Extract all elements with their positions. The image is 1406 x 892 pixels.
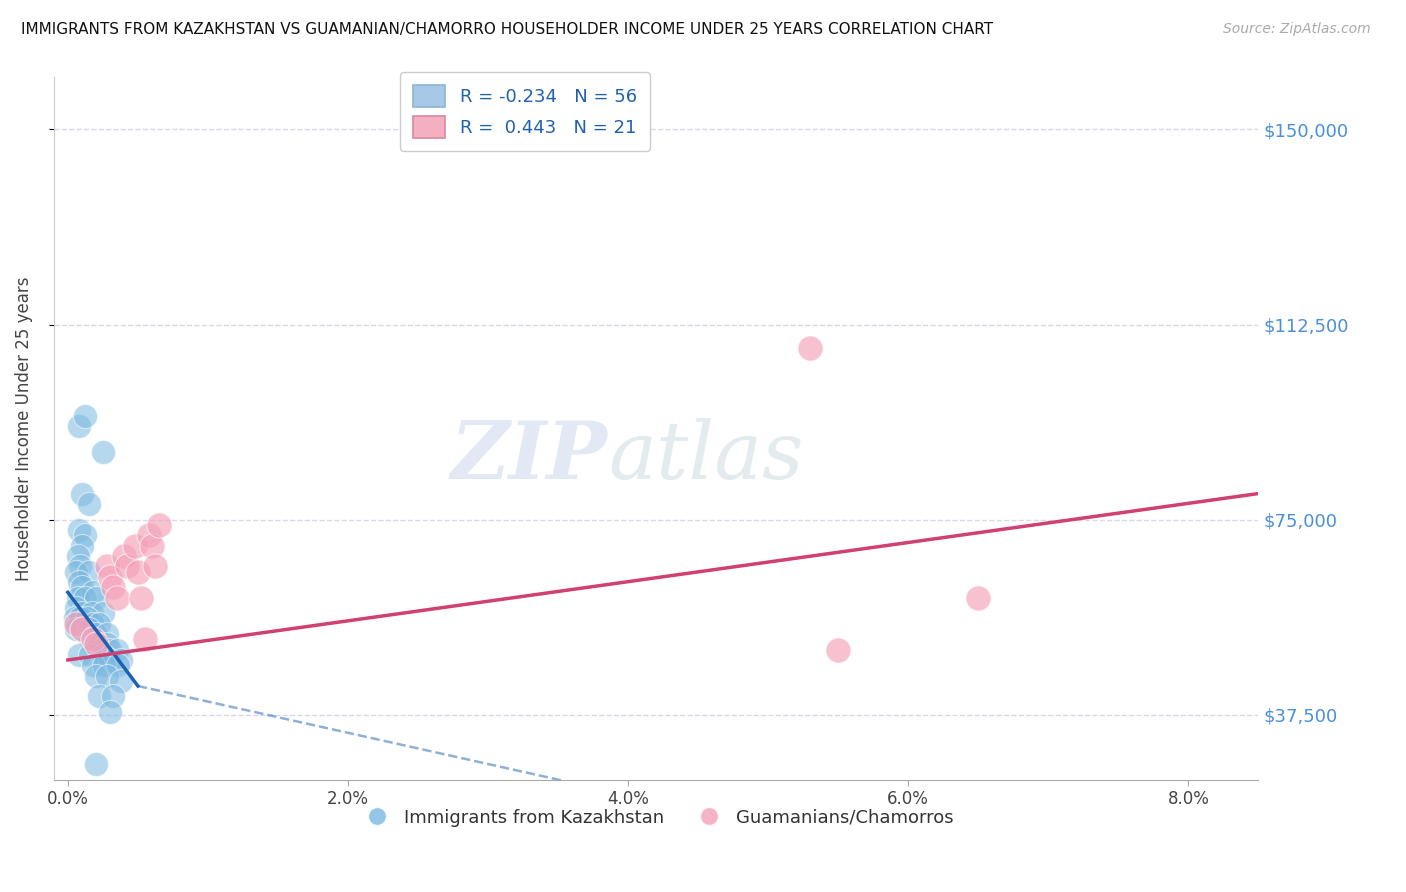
- Point: [101, 580, 124, 594]
- Point: [91, 445, 114, 459]
- Point: [70, 622, 93, 636]
- Point: [70, 486, 93, 500]
- Point: [827, 642, 849, 657]
- Text: Source: ZipAtlas.com: Source: ZipAtlas.com: [1223, 22, 1371, 37]
- Point: [73, 409, 96, 423]
- Point: [70, 539, 93, 553]
- Point: [66, 591, 89, 605]
- Point: [67, 574, 90, 589]
- Point: [84, 627, 107, 641]
- Point: [77, 565, 100, 579]
- Point: [799, 341, 821, 355]
- Point: [65, 622, 87, 636]
- Point: [105, 591, 128, 605]
- Point: [82, 632, 104, 647]
- Point: [112, 830, 135, 844]
- Point: [79, 632, 101, 647]
- Point: [96, 627, 118, 641]
- Point: [87, 616, 110, 631]
- Point: [65, 616, 87, 631]
- Point: [110, 653, 132, 667]
- Point: [143, 559, 166, 574]
- Point: [115, 559, 138, 574]
- Point: [82, 616, 104, 631]
- Point: [98, 653, 121, 667]
- Point: [91, 648, 114, 662]
- Point: [77, 622, 100, 636]
- Point: [65, 565, 87, 579]
- Point: [124, 539, 146, 553]
- Point: [69, 611, 91, 625]
- Point: [107, 658, 129, 673]
- Point: [148, 517, 170, 532]
- Point: [63, 611, 86, 625]
- Point: [96, 637, 118, 651]
- Point: [105, 642, 128, 657]
- Point: [82, 658, 104, 673]
- Text: IMMIGRANTS FROM KAZAKHSTAN VS GUAMANIAN/CHAMORRO HOUSEHOLDER INCOME UNDER 25 YEA: IMMIGRANTS FROM KAZAKHSTAN VS GUAMANIAN/…: [21, 22, 993, 37]
- Point: [84, 591, 107, 605]
- Point: [76, 611, 98, 625]
- Point: [67, 648, 90, 662]
- Legend: Immigrants from Kazakhstan, Guamanians/Chamorros: Immigrants from Kazakhstan, Guamanians/C…: [352, 801, 960, 834]
- Point: [65, 601, 87, 615]
- Point: [141, 539, 163, 553]
- Point: [96, 668, 118, 682]
- Y-axis label: Householder Income Under 25 years: Householder Income Under 25 years: [15, 277, 32, 581]
- Point: [134, 632, 156, 647]
- Point: [69, 559, 91, 574]
- Point: [967, 591, 990, 605]
- Point: [77, 497, 100, 511]
- Point: [82, 585, 104, 599]
- Point: [98, 570, 121, 584]
- Point: [84, 757, 107, 772]
- Point: [67, 418, 90, 433]
- Point: [112, 549, 135, 563]
- Point: [129, 591, 152, 605]
- Point: [110, 798, 132, 813]
- Point: [70, 622, 93, 636]
- Point: [91, 606, 114, 620]
- Text: ZIP: ZIP: [451, 417, 607, 495]
- Point: [96, 559, 118, 574]
- Point: [82, 637, 104, 651]
- Point: [98, 642, 121, 657]
- Point: [127, 565, 149, 579]
- Point: [101, 690, 124, 704]
- Point: [138, 528, 160, 542]
- Point: [84, 668, 107, 682]
- Point: [110, 673, 132, 688]
- Point: [66, 549, 89, 563]
- Point: [73, 528, 96, 542]
- Text: atlas: atlas: [607, 417, 803, 495]
- Point: [73, 591, 96, 605]
- Point: [84, 637, 107, 651]
- Point: [70, 580, 93, 594]
- Point: [87, 637, 110, 651]
- Point: [87, 690, 110, 704]
- Point: [67, 523, 90, 537]
- Point: [79, 648, 101, 662]
- Point: [90, 642, 112, 657]
- Point: [98, 705, 121, 719]
- Point: [93, 658, 115, 673]
- Point: [70, 606, 93, 620]
- Point: [80, 606, 103, 620]
